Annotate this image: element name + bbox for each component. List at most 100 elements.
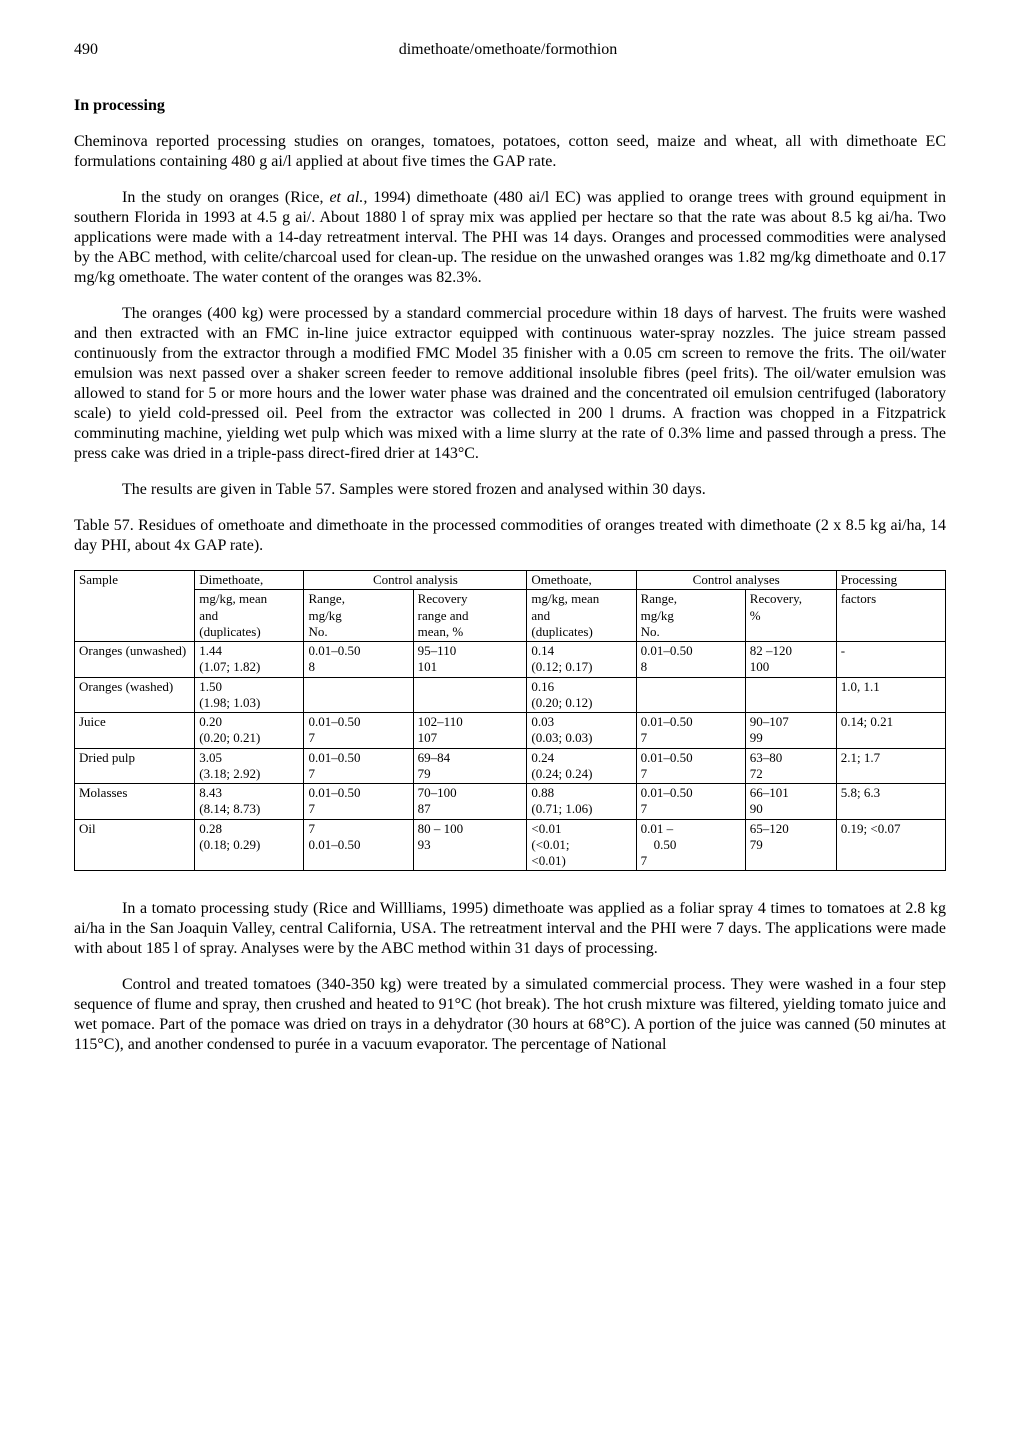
cell: 63–8072	[745, 748, 836, 784]
para-tomato-study: In a tomato processing study (Rice and W…	[74, 899, 946, 959]
cell: 80 – 10093	[413, 819, 527, 871]
t: and	[531, 608, 550, 623]
t: mg/kg, mean	[531, 591, 599, 606]
cell: Oil	[75, 819, 195, 871]
cell: 3.05(3.18; 2.92)	[195, 748, 304, 784]
table-row: Molasses8.43(8.14; 8.73)0.01–0.50770–100…	[75, 784, 946, 820]
cell: 0.19; <0.07	[836, 819, 945, 871]
cell: 5.8; 6.3	[836, 784, 945, 820]
table-row: Oil0.28(0.18; 0.29)70.01–0.5080 – 10093<…	[75, 819, 946, 871]
t: (duplicates)	[531, 624, 592, 639]
t: range and	[418, 608, 469, 623]
cell: 0.01–0.508	[304, 642, 413, 678]
cell: 70–10087	[413, 784, 527, 820]
col-sample: Sample	[75, 571, 195, 642]
t: mg/kg, mean	[199, 591, 267, 606]
cell: 0.01–0.507	[636, 748, 745, 784]
cell: 90–10799	[745, 713, 836, 749]
para-tomato-process: Control and treated tomatoes (340-350 kg…	[74, 975, 946, 1055]
col-omethoate: Omethoate,	[527, 571, 636, 590]
cell: 70.01–0.50	[304, 819, 413, 871]
col-ca-range: Range, mg/kg No.	[304, 590, 413, 642]
t: (duplicates)	[199, 624, 260, 639]
cell: 82 –120100	[745, 642, 836, 678]
running-title: dimethoate/omethoate/formothion	[98, 40, 918, 60]
table-row: mg/kg, mean and (duplicates) Range, mg/k…	[75, 590, 946, 642]
t: mg/kg	[308, 608, 341, 623]
cell	[304, 677, 413, 713]
t: and	[199, 608, 218, 623]
table57-caption: Table 57. Residues of omethoate and dime…	[74, 516, 946, 556]
cell: 0.01–0.507	[304, 748, 413, 784]
t: %	[750, 608, 761, 623]
cell: 0.01–0.507	[636, 713, 745, 749]
cell: Molasses	[75, 784, 195, 820]
t: Range,	[641, 591, 677, 606]
cell	[636, 677, 745, 713]
para2-part-a: In the study on oranges (Rice,	[122, 189, 329, 206]
col-pf-sub: factors	[836, 590, 945, 642]
cell: 8.43(8.14; 8.73)	[195, 784, 304, 820]
t: Recovery	[418, 591, 468, 606]
cell: 102–110107	[413, 713, 527, 749]
cell: <0.01(<0.01;<0.01)	[527, 819, 636, 871]
col-dim-sub: mg/kg, mean and (duplicates)	[195, 590, 304, 642]
cell: 0.14; 0.21	[836, 713, 945, 749]
table-row: Sample Dimethoate, Control analysis Omet…	[75, 571, 946, 590]
t: No.	[308, 624, 327, 639]
para2-em: et al.,	[329, 189, 367, 206]
cell: 0.88(0.71; 1.06)	[527, 784, 636, 820]
cell: Juice	[75, 713, 195, 749]
col-processing: Processing	[836, 571, 945, 590]
cell: 0.24(0.24; 0.24)	[527, 748, 636, 784]
cell	[413, 677, 527, 713]
cell: 0.14(0.12; 0.17)	[527, 642, 636, 678]
cell: 0.03(0.03; 0.03)	[527, 713, 636, 749]
cell: 65–12079	[745, 819, 836, 871]
t: mg/kg	[641, 608, 674, 623]
col-dimethoate: Dimethoate,	[195, 571, 304, 590]
cell: 0.01–0.507	[304, 784, 413, 820]
cell: Oranges (unwashed)	[75, 642, 195, 678]
para-processing: The oranges (400 kg) were processed by a…	[74, 304, 946, 464]
page: 490 dimethoate/omethoate/formothion In p…	[0, 0, 1020, 1111]
col-ome-sub: mg/kg, mean and (duplicates)	[527, 590, 636, 642]
cell: 0.16(0.20; 0.12)	[527, 677, 636, 713]
para-intro: Cheminova reported processing studies on…	[74, 132, 946, 172]
cell: 0.01 – 0.507	[636, 819, 745, 871]
t: No.	[641, 624, 660, 639]
col-control-analysis: Control analysis	[304, 571, 527, 590]
running-head: 490 dimethoate/omethoate/formothion	[74, 40, 946, 60]
col-cb-range: Range, mg/kg No.	[636, 590, 745, 642]
cell: 0.28(0.18; 0.29)	[195, 819, 304, 871]
table-row: Dried pulp3.05(3.18; 2.92)0.01–0.50769–8…	[75, 748, 946, 784]
t: Range,	[308, 591, 344, 606]
t: Recovery,	[750, 591, 802, 606]
cell: 69–8479	[413, 748, 527, 784]
cell: 0.01–0.507	[304, 713, 413, 749]
cell: 95–110101	[413, 642, 527, 678]
col-cb-rec: Recovery, %	[745, 590, 836, 642]
cell: 1.44(1.07; 1.82)	[195, 642, 304, 678]
table-row: Juice0.20(0.20; 0.21)0.01–0.507102–11010…	[75, 713, 946, 749]
table57-body: Oranges (unwashed)1.44(1.07; 1.82)0.01–0…	[75, 642, 946, 871]
cell: 66–10190	[745, 784, 836, 820]
section-heading: In processing	[74, 96, 946, 116]
cell: -	[836, 642, 945, 678]
cell: 2.1; 1.7	[836, 748, 945, 784]
table-row: Oranges (unwashed)1.44(1.07; 1.82)0.01–0…	[75, 642, 946, 678]
cell: Dried pulp	[75, 748, 195, 784]
page-number: 490	[74, 40, 98, 60]
para-study-oranges: In the study on oranges (Rice, et al., 1…	[74, 188, 946, 288]
para-results-note: The results are given in Table 57. Sampl…	[74, 480, 946, 500]
cell: 1.50(1.98; 1.03)	[195, 677, 304, 713]
table-row: Oranges (washed)1.50(1.98; 1.03)0.16(0.2…	[75, 677, 946, 713]
cell: 0.01–0.508	[636, 642, 745, 678]
t: mean, %	[418, 624, 463, 639]
table57: Sample Dimethoate, Control analysis Omet…	[74, 570, 946, 871]
cell: 1.0, 1.1	[836, 677, 945, 713]
cell: 0.20(0.20; 0.21)	[195, 713, 304, 749]
cell: 0.01–0.507	[636, 784, 745, 820]
cell	[745, 677, 836, 713]
col-control-analyses: Control analyses	[636, 571, 836, 590]
